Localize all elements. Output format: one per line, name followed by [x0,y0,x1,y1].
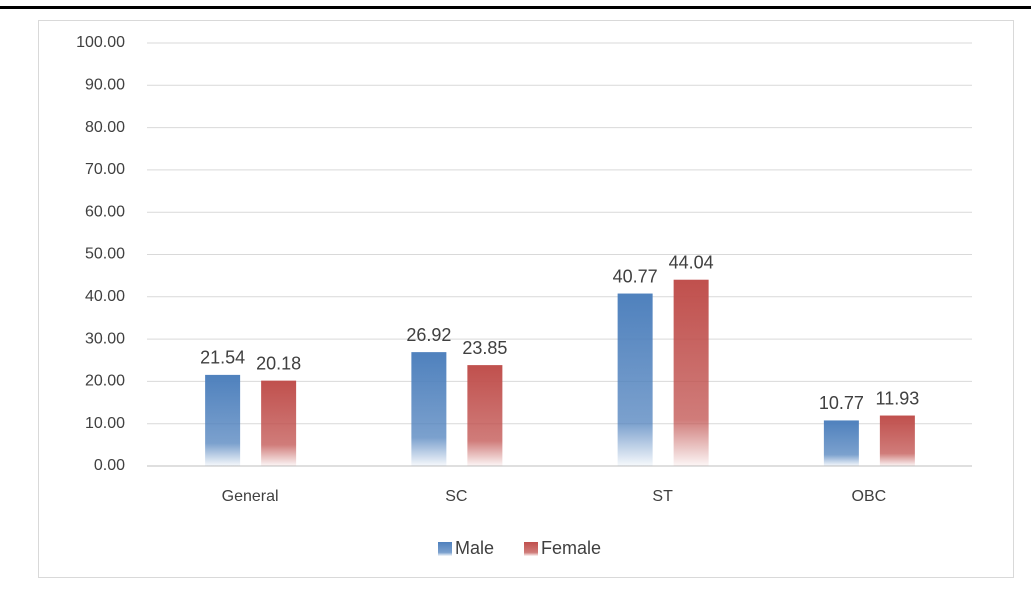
y-tick-label: 100.00 [76,34,125,51]
x-tick-label: General [222,488,279,505]
data-label: 44.04 [669,252,714,272]
data-label: 11.93 [876,388,920,408]
legend-swatch [438,542,452,556]
bar [261,380,297,466]
y-tick-label: 0.00 [94,457,125,474]
data-label: 10.77 [819,393,864,413]
bar [411,352,447,466]
y-tick-label: 90.00 [85,77,125,94]
top-rule [0,6,1031,9]
bar [617,293,653,466]
data-label: 21.54 [200,348,245,368]
bar [205,374,241,466]
data-label: 23.85 [462,338,507,358]
chart-border [38,20,1014,578]
bar [467,365,503,466]
y-tick-label: 10.00 [85,415,125,432]
y-tick-label: 60.00 [85,203,125,220]
bar [823,420,859,466]
x-tick-label: SC [445,488,467,505]
data-label: 40.77 [613,266,658,286]
bar [673,279,709,466]
data-label: 20.18 [256,353,301,373]
y-tick-label: 70.00 [85,161,125,178]
legend-label: Male [455,538,494,558]
y-tick-label: 30.00 [85,330,125,347]
y-tick-label: 80.00 [85,119,125,136]
legend-swatch [524,542,538,556]
x-tick-label: ST [652,488,673,505]
y-tick-label: 40.00 [85,288,125,305]
y-tick-label: 50.00 [85,246,125,263]
y-tick-label: 20.00 [85,373,125,390]
bar [879,415,915,466]
legend-label: Female [541,538,601,558]
x-tick-label: OBC [852,488,887,505]
data-label: 26.92 [406,325,451,345]
